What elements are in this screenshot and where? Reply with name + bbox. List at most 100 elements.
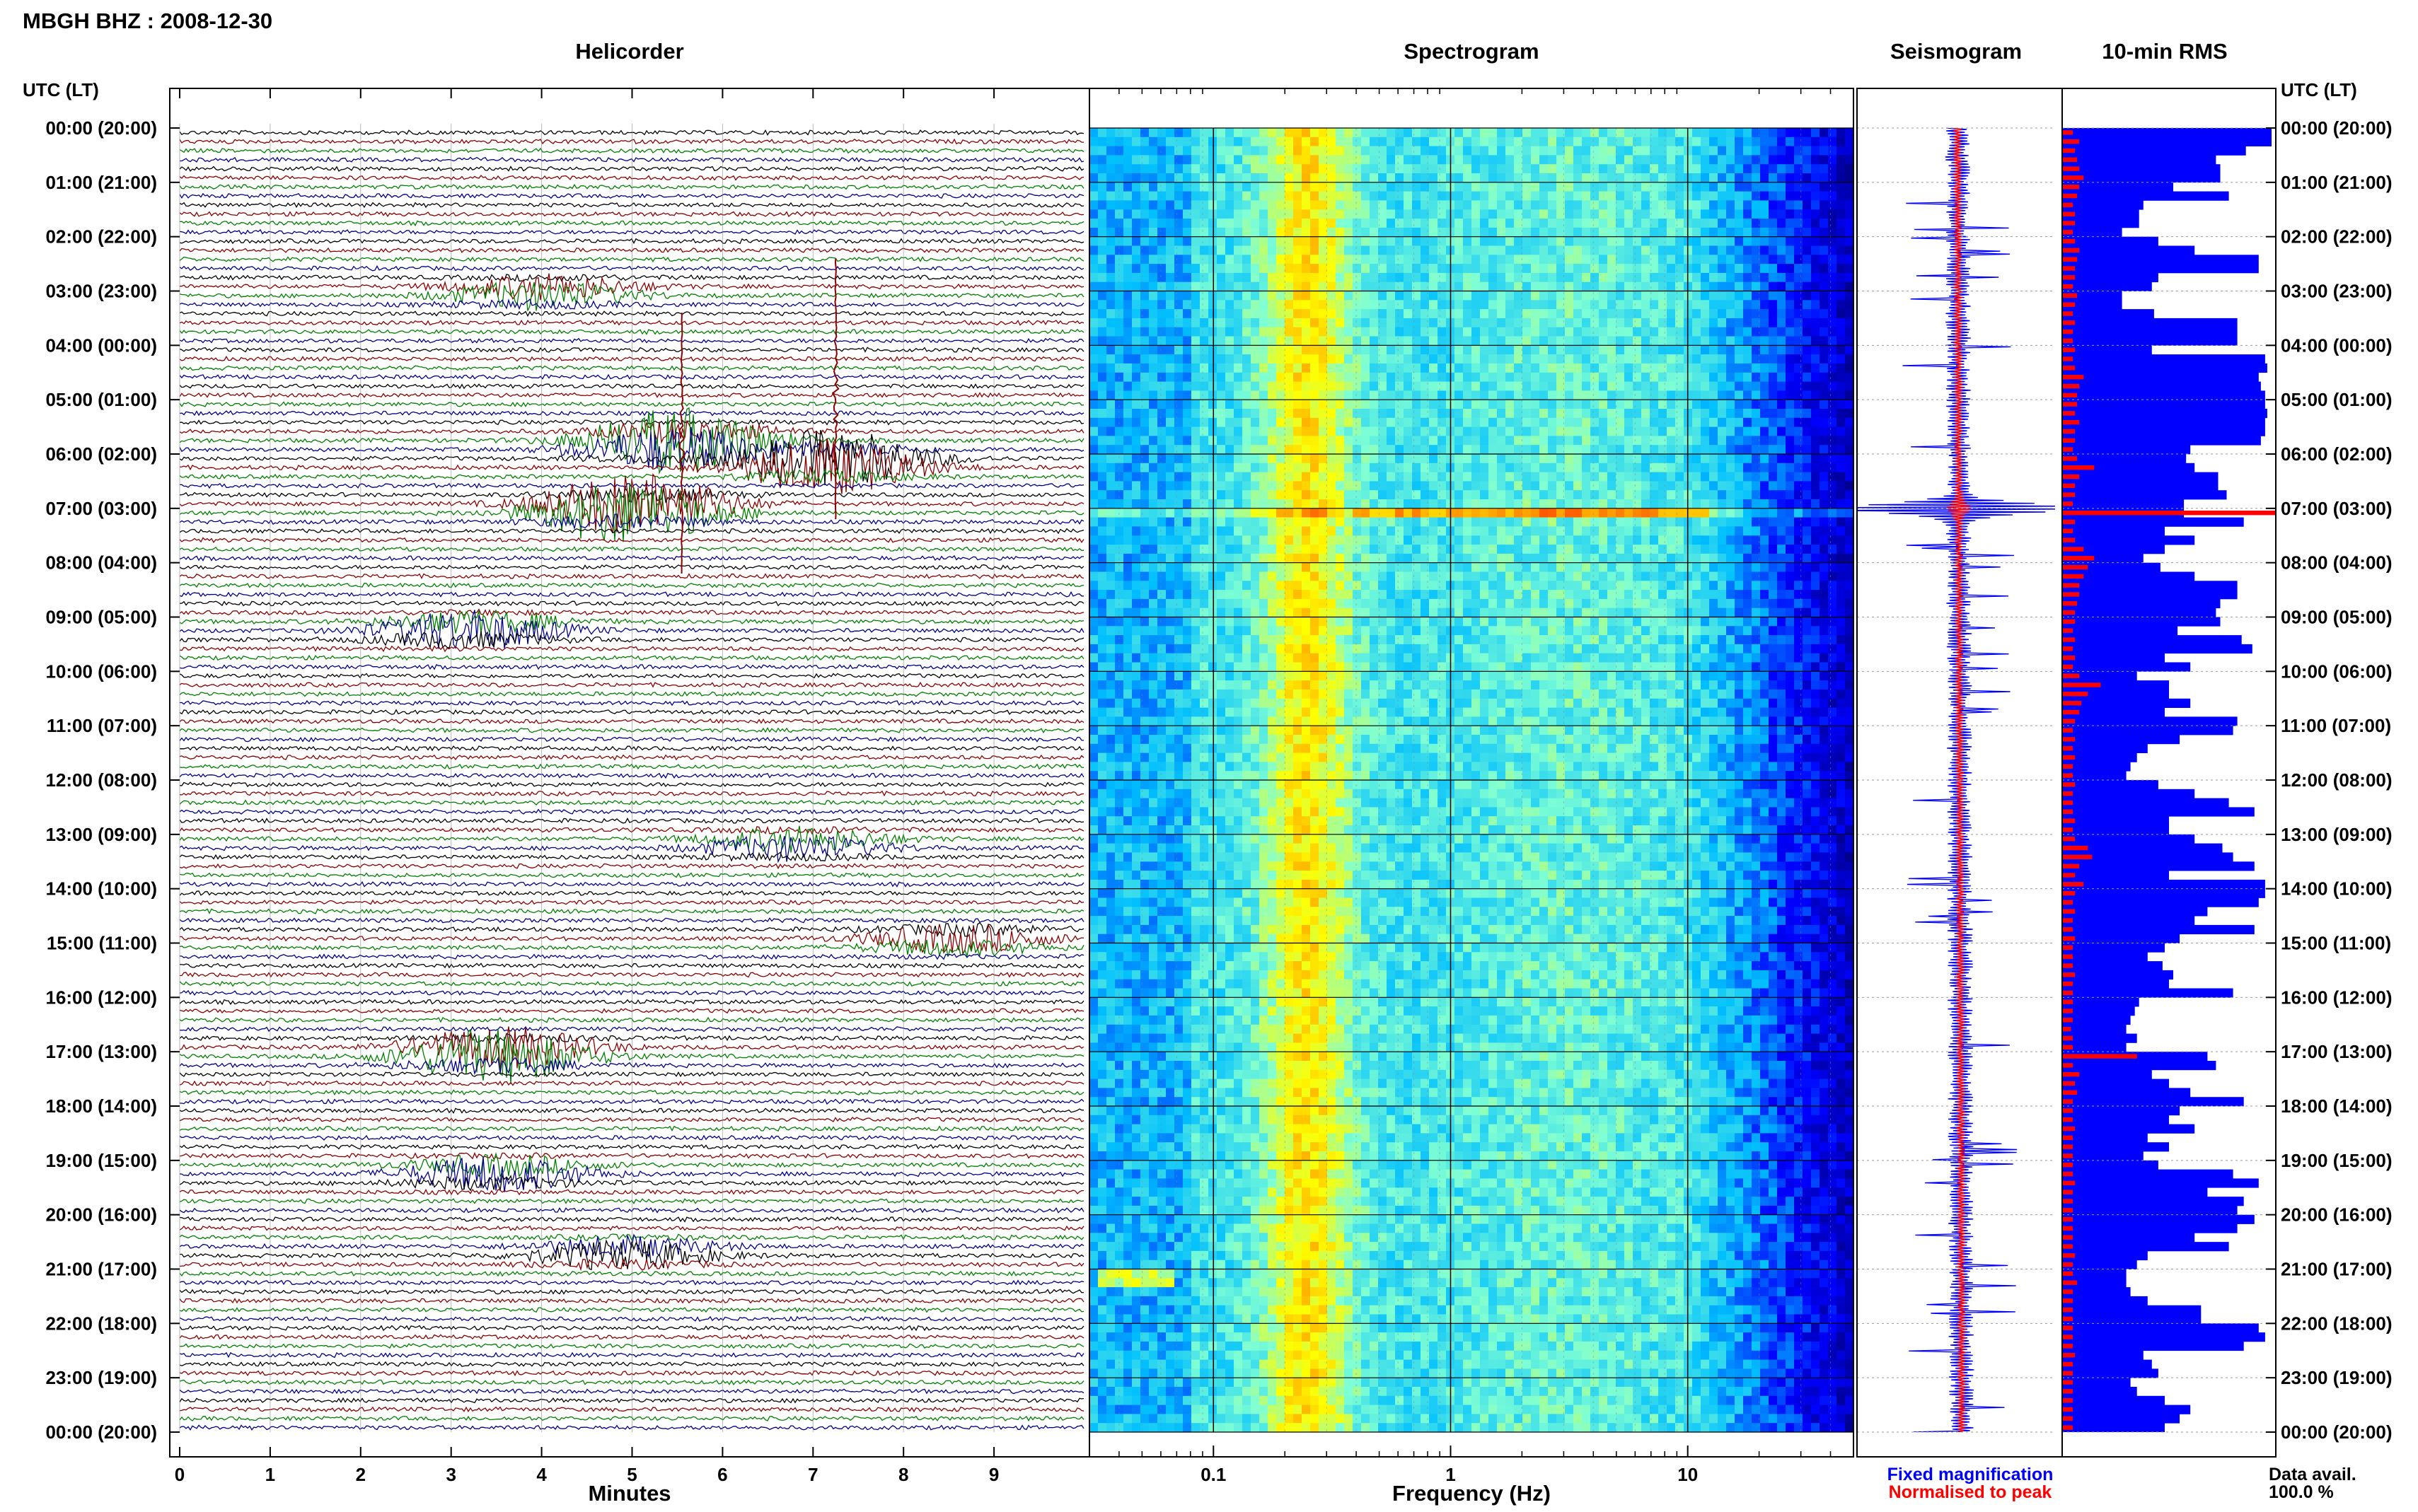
- spectrogram-cell: [1259, 236, 1268, 247]
- spectrogram-cell: [1803, 372, 1812, 383]
- spectrogram-cell: [1098, 381, 1107, 391]
- spectrogram-cell: [1497, 219, 1506, 228]
- spectrogram-cell: [1454, 173, 1464, 183]
- spectrogram-cell: [1667, 381, 1676, 391]
- spectrogram-cell: [1412, 300, 1421, 310]
- spectrogram-cell: [1786, 390, 1795, 400]
- spectrogram-cell: [1735, 136, 1744, 147]
- spectrogram-cell: [1319, 390, 1328, 400]
- spectrogram-cell: [1590, 164, 1600, 174]
- spectrogram-cell: [1208, 417, 1217, 428]
- spectrogram-cell: [1438, 155, 1447, 165]
- spectrogram-cell: [1675, 291, 1684, 301]
- spectrogram-cell: [1531, 272, 1540, 283]
- spectrogram-cell: [1438, 255, 1447, 264]
- spectrogram-cell: [1370, 309, 1379, 319]
- spectrogram-cell: [1658, 445, 1667, 455]
- spectrogram-cell: [1769, 562, 1778, 573]
- spectrogram-cell: [1174, 200, 1184, 210]
- spectrogram-cell: [1497, 272, 1506, 283]
- spectrogram-cell: [1242, 598, 1251, 609]
- spectrogram-cell: [1268, 281, 1277, 292]
- spectrogram-cell: [1497, 191, 1506, 201]
- spectrogram-cell: [1259, 463, 1268, 473]
- spectrogram-cell: [1174, 571, 1184, 581]
- spectrogram-cell: [1582, 209, 1591, 219]
- spectrogram-cell: [1616, 490, 1625, 500]
- spectrogram-cell: [1573, 553, 1583, 564]
- spectrogram-cell: [1089, 472, 1099, 482]
- spectrogram-cell: [1336, 607, 1345, 618]
- spectrogram-cell: [1412, 535, 1421, 545]
- spectrogram-cell: [1259, 318, 1268, 328]
- spectrogram-cell: [1820, 281, 1829, 292]
- spectrogram-cell: [1641, 535, 1650, 545]
- spectrogram-cell: [1106, 553, 1116, 564]
- spectrogram-cell: [1522, 191, 1532, 201]
- spectrogram-cell: [1174, 390, 1184, 400]
- spectrogram-cell: [1183, 445, 1192, 455]
- spectrogram-cell: [1599, 562, 1608, 573]
- spectrogram-cell: [1089, 291, 1099, 301]
- spectrogram-cell: [1590, 598, 1600, 609]
- spectrogram-cell: [1089, 164, 1099, 174]
- spectrogram-cell: [1106, 390, 1116, 400]
- spectrogram-cell: [1089, 146, 1099, 156]
- spectrogram-cell: [1115, 291, 1124, 301]
- spectrogram-cell: [1480, 526, 1489, 536]
- spectrogram-cell: [1777, 291, 1786, 301]
- spectrogram-cell: [1123, 209, 1133, 219]
- spectrogram-cell: [1106, 272, 1116, 283]
- spectrogram-cell: [1633, 426, 1642, 436]
- spectrogram-cell: [1200, 200, 1209, 210]
- spectrogram-cell: [1497, 508, 1506, 518]
- spectrogram-cell: [1565, 517, 1574, 527]
- spectrogram-cell: [1650, 481, 1659, 491]
- spectrogram-cell: [1157, 581, 1167, 591]
- spectrogram-cell: [1709, 227, 1718, 238]
- spectrogram-cell: [1454, 155, 1464, 165]
- spectrogram-cell: [1200, 590, 1209, 600]
- spectrogram-cell: [1641, 264, 1650, 274]
- spectrogram-cell: [1123, 136, 1133, 147]
- spectrogram-cell: [1183, 219, 1192, 228]
- spectrogram-cell: [1718, 545, 1727, 554]
- spectrogram-cell: [1276, 508, 1285, 518]
- spectrogram-cell: [1590, 173, 1600, 183]
- spectrogram-cell: [1488, 607, 1498, 618]
- spectrogram-cell: [1820, 526, 1829, 536]
- spectrogram-cell: [1845, 472, 1853, 482]
- spectrogram-cell: [1743, 463, 1752, 473]
- spectrogram-cell: [1225, 426, 1234, 436]
- spectrogram-cell: [1735, 182, 1744, 192]
- spectrogram-cell: [1777, 381, 1786, 391]
- spectrogram-cell: [1565, 309, 1574, 319]
- spectrogram-cell: [1140, 164, 1150, 174]
- spectrogram-cell: [1692, 136, 1701, 147]
- spectrogram-cell: [1607, 590, 1616, 600]
- spectrogram-cell: [1726, 300, 1735, 310]
- spectrogram-cell: [1268, 136, 1277, 147]
- spectrogram-cell: [1590, 155, 1600, 165]
- spectrogram-cell: [1454, 309, 1464, 319]
- spectrogram-cell: [1319, 345, 1328, 355]
- spectrogram-cell: [1463, 417, 1472, 428]
- spectrogram-cell: [1140, 300, 1150, 310]
- spectrogram-cell: [1556, 164, 1566, 174]
- spectrogram-cell: [1692, 590, 1701, 600]
- spectrogram-cell: [1302, 264, 1311, 274]
- spectrogram-cell: [1225, 128, 1234, 138]
- spectrogram-cell: [1624, 562, 1633, 573]
- spectrogram-cell: [1794, 472, 1803, 482]
- spectrogram-cell: [1319, 400, 1328, 409]
- spectrogram-cell: [1743, 155, 1752, 165]
- spectrogram-cell: [1454, 209, 1464, 219]
- spectrogram-cell: [1539, 490, 1549, 500]
- spectrogram-cell: [1726, 318, 1735, 328]
- spectrogram-cell: [1157, 191, 1167, 201]
- spectrogram-cell: [1421, 499, 1430, 509]
- spectrogram-cell: [1777, 499, 1786, 509]
- spectrogram-cell: [1123, 200, 1133, 210]
- spectrogram-cell: [1607, 255, 1616, 264]
- spectrogram-cell: [1794, 300, 1803, 310]
